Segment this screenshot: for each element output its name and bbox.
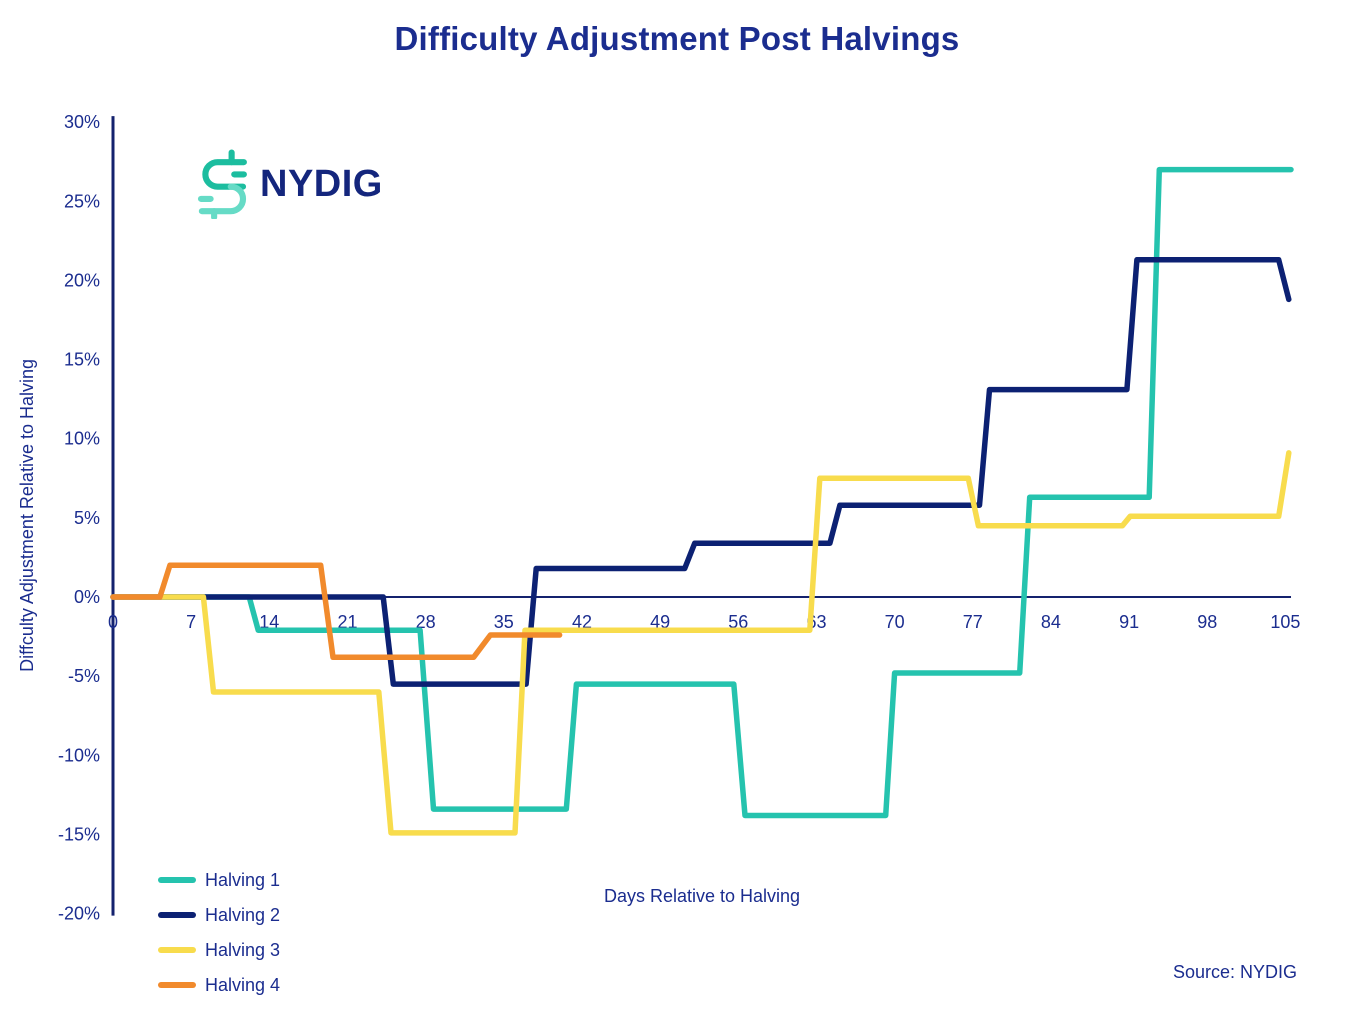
legend-item: Halving 1 (158, 869, 280, 891)
x-tick-label: 84 (1041, 612, 1061, 632)
logo-wordmark: NYDIG (260, 162, 383, 205)
legend-label: Halving 1 (205, 869, 281, 890)
x-tick-label: 42 (572, 612, 592, 632)
x-tick-label: 0 (108, 612, 118, 632)
series-line (110, 257, 1292, 687)
legend-swatch (158, 947, 196, 953)
dollar-pipe-icon (197, 149, 247, 219)
legend: Halving 1 Halving 2 Halving 3 Halving 4 (158, 869, 280, 996)
series-line (110, 562, 563, 660)
x-tick-label: 70 (885, 612, 905, 632)
y-tick-label: 5% (74, 508, 100, 528)
chart-title: Difficulty Adjustment Post Halvings (394, 20, 960, 57)
legend-swatch (158, 912, 196, 918)
legend-label: Halving 4 (205, 974, 281, 995)
x-axis-title: Days Relative to Halving (603, 886, 801, 906)
x-tick-label: 77 (963, 612, 983, 632)
y-tick-label: 0% (74, 587, 100, 607)
legend-item: Halving 2 (158, 904, 280, 926)
y-tick-label: -20% (58, 904, 100, 924)
y-tick-label: 25% (64, 191, 100, 211)
x-tick-label: 35 (494, 612, 514, 632)
series-line (110, 166, 1294, 819)
x-tick-label: 14 (259, 612, 279, 632)
y-tick-label: -10% (58, 745, 100, 765)
y-tick-label: 30% (64, 112, 100, 132)
x-tick-label: 49 (650, 612, 670, 632)
y-tick-label: 20% (64, 270, 100, 290)
y-tick-label: -5% (68, 666, 100, 686)
legend-label: Halving 2 (205, 904, 281, 925)
nydig-logo: NYDIG (193, 149, 383, 219)
legend-label: Halving 3 (205, 939, 281, 960)
source-note: Source: NYDIG (1172, 962, 1297, 982)
y-tick-label: -15% (58, 824, 100, 844)
legend-swatch (158, 877, 196, 883)
legend-swatch (158, 982, 196, 988)
x-tick-label: 21 (337, 612, 357, 632)
series-line (110, 450, 1292, 836)
x-tick-label: 91 (1119, 612, 1139, 632)
y-tick-label: 10% (64, 429, 100, 449)
x-tick-label: 28 (416, 612, 436, 632)
x-tick-label: 7 (186, 612, 196, 632)
x-tick-label: 56 (728, 612, 748, 632)
legend-item: Halving 3 (158, 939, 280, 961)
y-tick-label: 15% (64, 350, 100, 370)
legend-item: Halving 4 (158, 974, 280, 996)
x-tick-label: 98 (1197, 612, 1217, 632)
x-tick-label: 105 (1270, 612, 1300, 632)
